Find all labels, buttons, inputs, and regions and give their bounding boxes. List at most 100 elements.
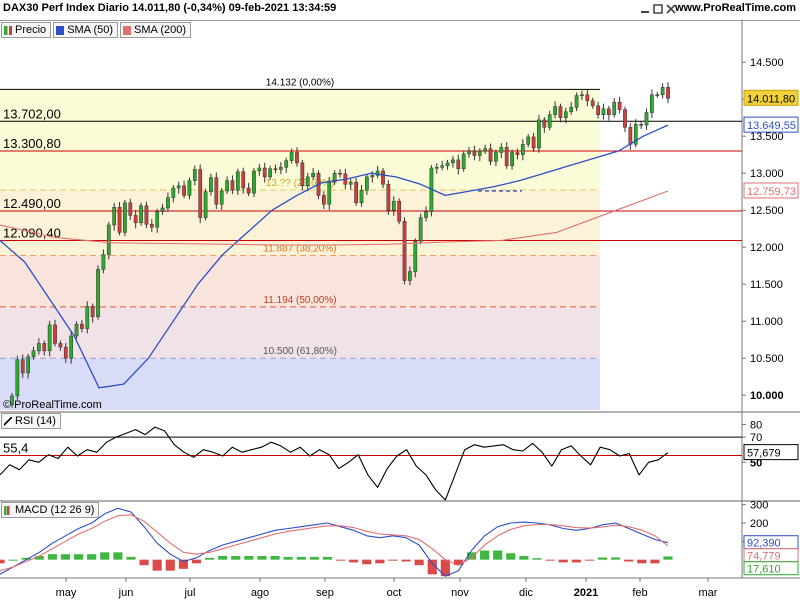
macd-histogram-bar [0,559,5,564]
legend-item-sma50[interactable]: SMA (50) [53,22,119,38]
x-tick-label: may [56,587,77,599]
panel-divider [0,500,800,502]
candle-body [338,172,342,175]
candle [547,110,552,131]
candle [85,301,90,334]
candle-body [139,205,143,224]
macd-histogram-bar [650,559,660,564]
candle [63,343,68,363]
candle-body [574,95,579,108]
candle [268,165,272,180]
candle [15,355,20,400]
legend-item-precio[interactable]: Precio [1,22,52,38]
candle-body [451,159,455,164]
candle [58,340,63,351]
candle [160,203,165,215]
macd-histogram-bar [113,552,123,560]
macd-histogram-bar [244,556,254,560]
candle-body [354,181,358,204]
y-tick-label: 13.000 [750,168,784,180]
macd-panel-label[interactable]: MACD (12 26 9) [1,502,100,518]
maximize-icon[interactable] [653,4,663,14]
candle-body [418,217,423,242]
legend-item-sma200[interactable]: SMA (200) [120,22,192,38]
candle [348,179,353,190]
candle [585,89,590,107]
macd-histogram-bar [126,556,136,560]
candle [225,176,229,194]
candle-body [499,147,504,153]
candle-body [284,160,289,168]
macd-histogram-bar [480,550,490,560]
line-chart-icon [4,416,12,426]
copyright-credit: © ProRealTime.com [3,399,102,411]
candle-body [42,343,47,352]
candle [488,143,493,166]
macd-histogram-bar [611,557,621,560]
macd-histogram-bar [519,556,529,560]
candle [650,89,654,119]
candle [203,188,208,221]
candle-body [305,176,310,187]
y-tick-label: 10.500 [750,353,784,365]
macd-histogram-bar [597,557,608,560]
candle-body [155,211,160,228]
candle [494,149,498,167]
y-tick-label: 11.000 [750,316,783,328]
macd-histogram-bar [231,556,241,560]
candle-body [633,124,638,145]
x-tick-label: ago [251,587,269,599]
candle [230,175,235,195]
candle-body [278,167,283,170]
candle [510,149,514,170]
candle-body [585,94,590,101]
candle-body [504,147,509,167]
rsi-level-label: 55,4 [3,440,28,455]
macd-histogram-bar [584,559,594,561]
macd-line [0,507,669,577]
candle-body [628,127,633,145]
candle [553,101,557,119]
candle-body [402,221,407,281]
candle-body [537,119,541,149]
candle [606,105,611,121]
price-tag-label: 12.759,73 [747,186,796,198]
candle [144,201,149,229]
candle-body [488,148,493,162]
macd-histogram-bar [218,556,228,560]
close-icon[interactable] [666,4,676,14]
candle [139,202,143,226]
fibonacci-zone [0,89,600,190]
rsi-y-tick-label: 50 [750,457,762,469]
price-tag-label: 14.011,80 [747,93,795,105]
minimize-icon[interactable] [640,4,650,14]
macd-histogram-bar [388,559,398,561]
candle-body [617,101,622,110]
rsi-panel-label[interactable]: RSI (14) [1,413,61,429]
candle-body [10,395,14,406]
candle-body [268,168,272,178]
candle-body [440,165,445,168]
candle-body [235,171,240,191]
candle [542,116,547,133]
candle [80,320,84,333]
y-tick-label: 11.500 [750,279,783,291]
candle-body [413,241,418,272]
candle-body [166,197,170,209]
candle-body [15,359,20,397]
candle [257,163,262,176]
candle [601,103,606,120]
candle [440,160,445,171]
candle [563,107,568,124]
candle-body [601,108,606,115]
candle [246,182,251,197]
macd-histogram-bar [257,556,267,560]
macd-value-tag [743,561,799,576]
candle-body [112,206,117,226]
chart-title: DAX30 Perf Index Diario 14.011,80 (-0,34… [3,2,337,14]
candle [456,154,461,175]
brand-label[interactable]: www.ProRealTime.com [674,2,796,14]
candle-body [37,343,41,352]
candle-body [214,177,219,205]
